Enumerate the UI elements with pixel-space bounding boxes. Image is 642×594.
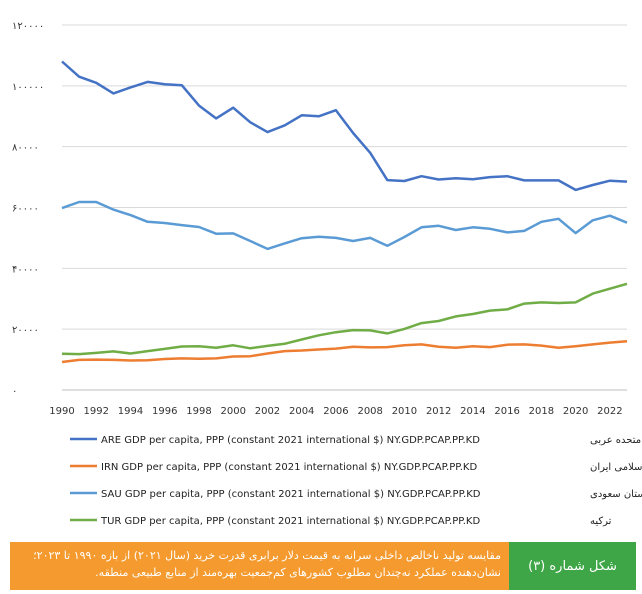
x-tick-label: 1994 bbox=[118, 406, 143, 417]
y-axis-ticks: ۰ ۲۰۰۰۰ ۴۰۰۰۰ ۶۰۰۰۰ ۸۰۰۰۰ ۱۰۰۰۰۰ ۱۲۰۰۰۰ bbox=[12, 21, 44, 397]
figure-caption: مقایسه تولید ناخالص داخلی سرانه به قیمت … bbox=[10, 542, 636, 590]
legend-label-fa: امارات متحده عربی bbox=[590, 435, 642, 446]
y-tick-label: ۶۰۰۰۰ bbox=[12, 204, 39, 215]
x-tick-label: 2022 bbox=[597, 406, 622, 417]
legend-label: IRN GDP per capita, PPP (constant 2021 i… bbox=[101, 462, 477, 473]
x-tick-label: 2002 bbox=[255, 406, 280, 417]
x-tick-label: 2006 bbox=[323, 406, 348, 417]
legend-label-fa: عربستان سعودی bbox=[590, 489, 642, 500]
x-tick-label: 1996 bbox=[152, 406, 177, 417]
legend: ARE GDP per capita, PPP (constant 2021 i… bbox=[70, 435, 642, 527]
x-tick-label: 2020 bbox=[563, 406, 588, 417]
x-tick-label: 2018 bbox=[529, 406, 554, 417]
y-tick-label: ۸۰۰۰۰ bbox=[12, 143, 39, 154]
series-lines bbox=[61, 60, 628, 364]
y-tick-label: ۰ bbox=[12, 386, 17, 397]
series-line bbox=[61, 282, 628, 356]
y-tick-label: ۴۰۰۰۰ bbox=[12, 264, 39, 275]
legend-label: TUR GDP per capita, PPP (constant 2021 i… bbox=[100, 516, 480, 527]
series-line bbox=[61, 60, 628, 192]
x-tick-label: 1998 bbox=[186, 406, 211, 417]
x-tick-label: 2014 bbox=[460, 406, 485, 417]
x-tick-label: 2008 bbox=[357, 406, 382, 417]
x-tick-label: 2004 bbox=[289, 406, 314, 417]
series-line bbox=[61, 200, 628, 251]
caption-text: مقایسه تولید ناخالص داخلی سرانه به قیمت … bbox=[10, 542, 509, 590]
x-tick-label: 2016 bbox=[494, 406, 519, 417]
x-tick-label: 2000 bbox=[220, 406, 245, 417]
y-tick-label: ۲۰۰۰۰ bbox=[12, 325, 39, 336]
y-tick-label: ۱۰۰۰۰۰ bbox=[12, 82, 44, 93]
legend-label-fa: جمهوری اسلامی ایران bbox=[590, 462, 642, 473]
x-tick-label: 1990 bbox=[49, 406, 74, 417]
x-tick-label: 1992 bbox=[84, 406, 109, 417]
figure-number-label: شکل شماره (۳) bbox=[509, 542, 636, 590]
gridlines bbox=[62, 24, 627, 391]
legend-label: ARE GDP per capita, PPP (constant 2021 i… bbox=[101, 435, 480, 446]
y-tick-label: ۱۲۰۰۰۰ bbox=[12, 21, 44, 32]
legend-label-fa: ترکیه bbox=[590, 516, 612, 527]
series-line bbox=[61, 340, 628, 364]
x-tick-label: 2010 bbox=[392, 406, 417, 417]
x-tick-label: 2012 bbox=[426, 406, 451, 417]
legend-label: SAU GDP per capita, PPP (constant 2021 i… bbox=[101, 489, 481, 500]
x-axis-ticks: 1990 1992 1994 1996 1998 2000 2002 2004 2006 2008… bbox=[49, 406, 622, 417]
